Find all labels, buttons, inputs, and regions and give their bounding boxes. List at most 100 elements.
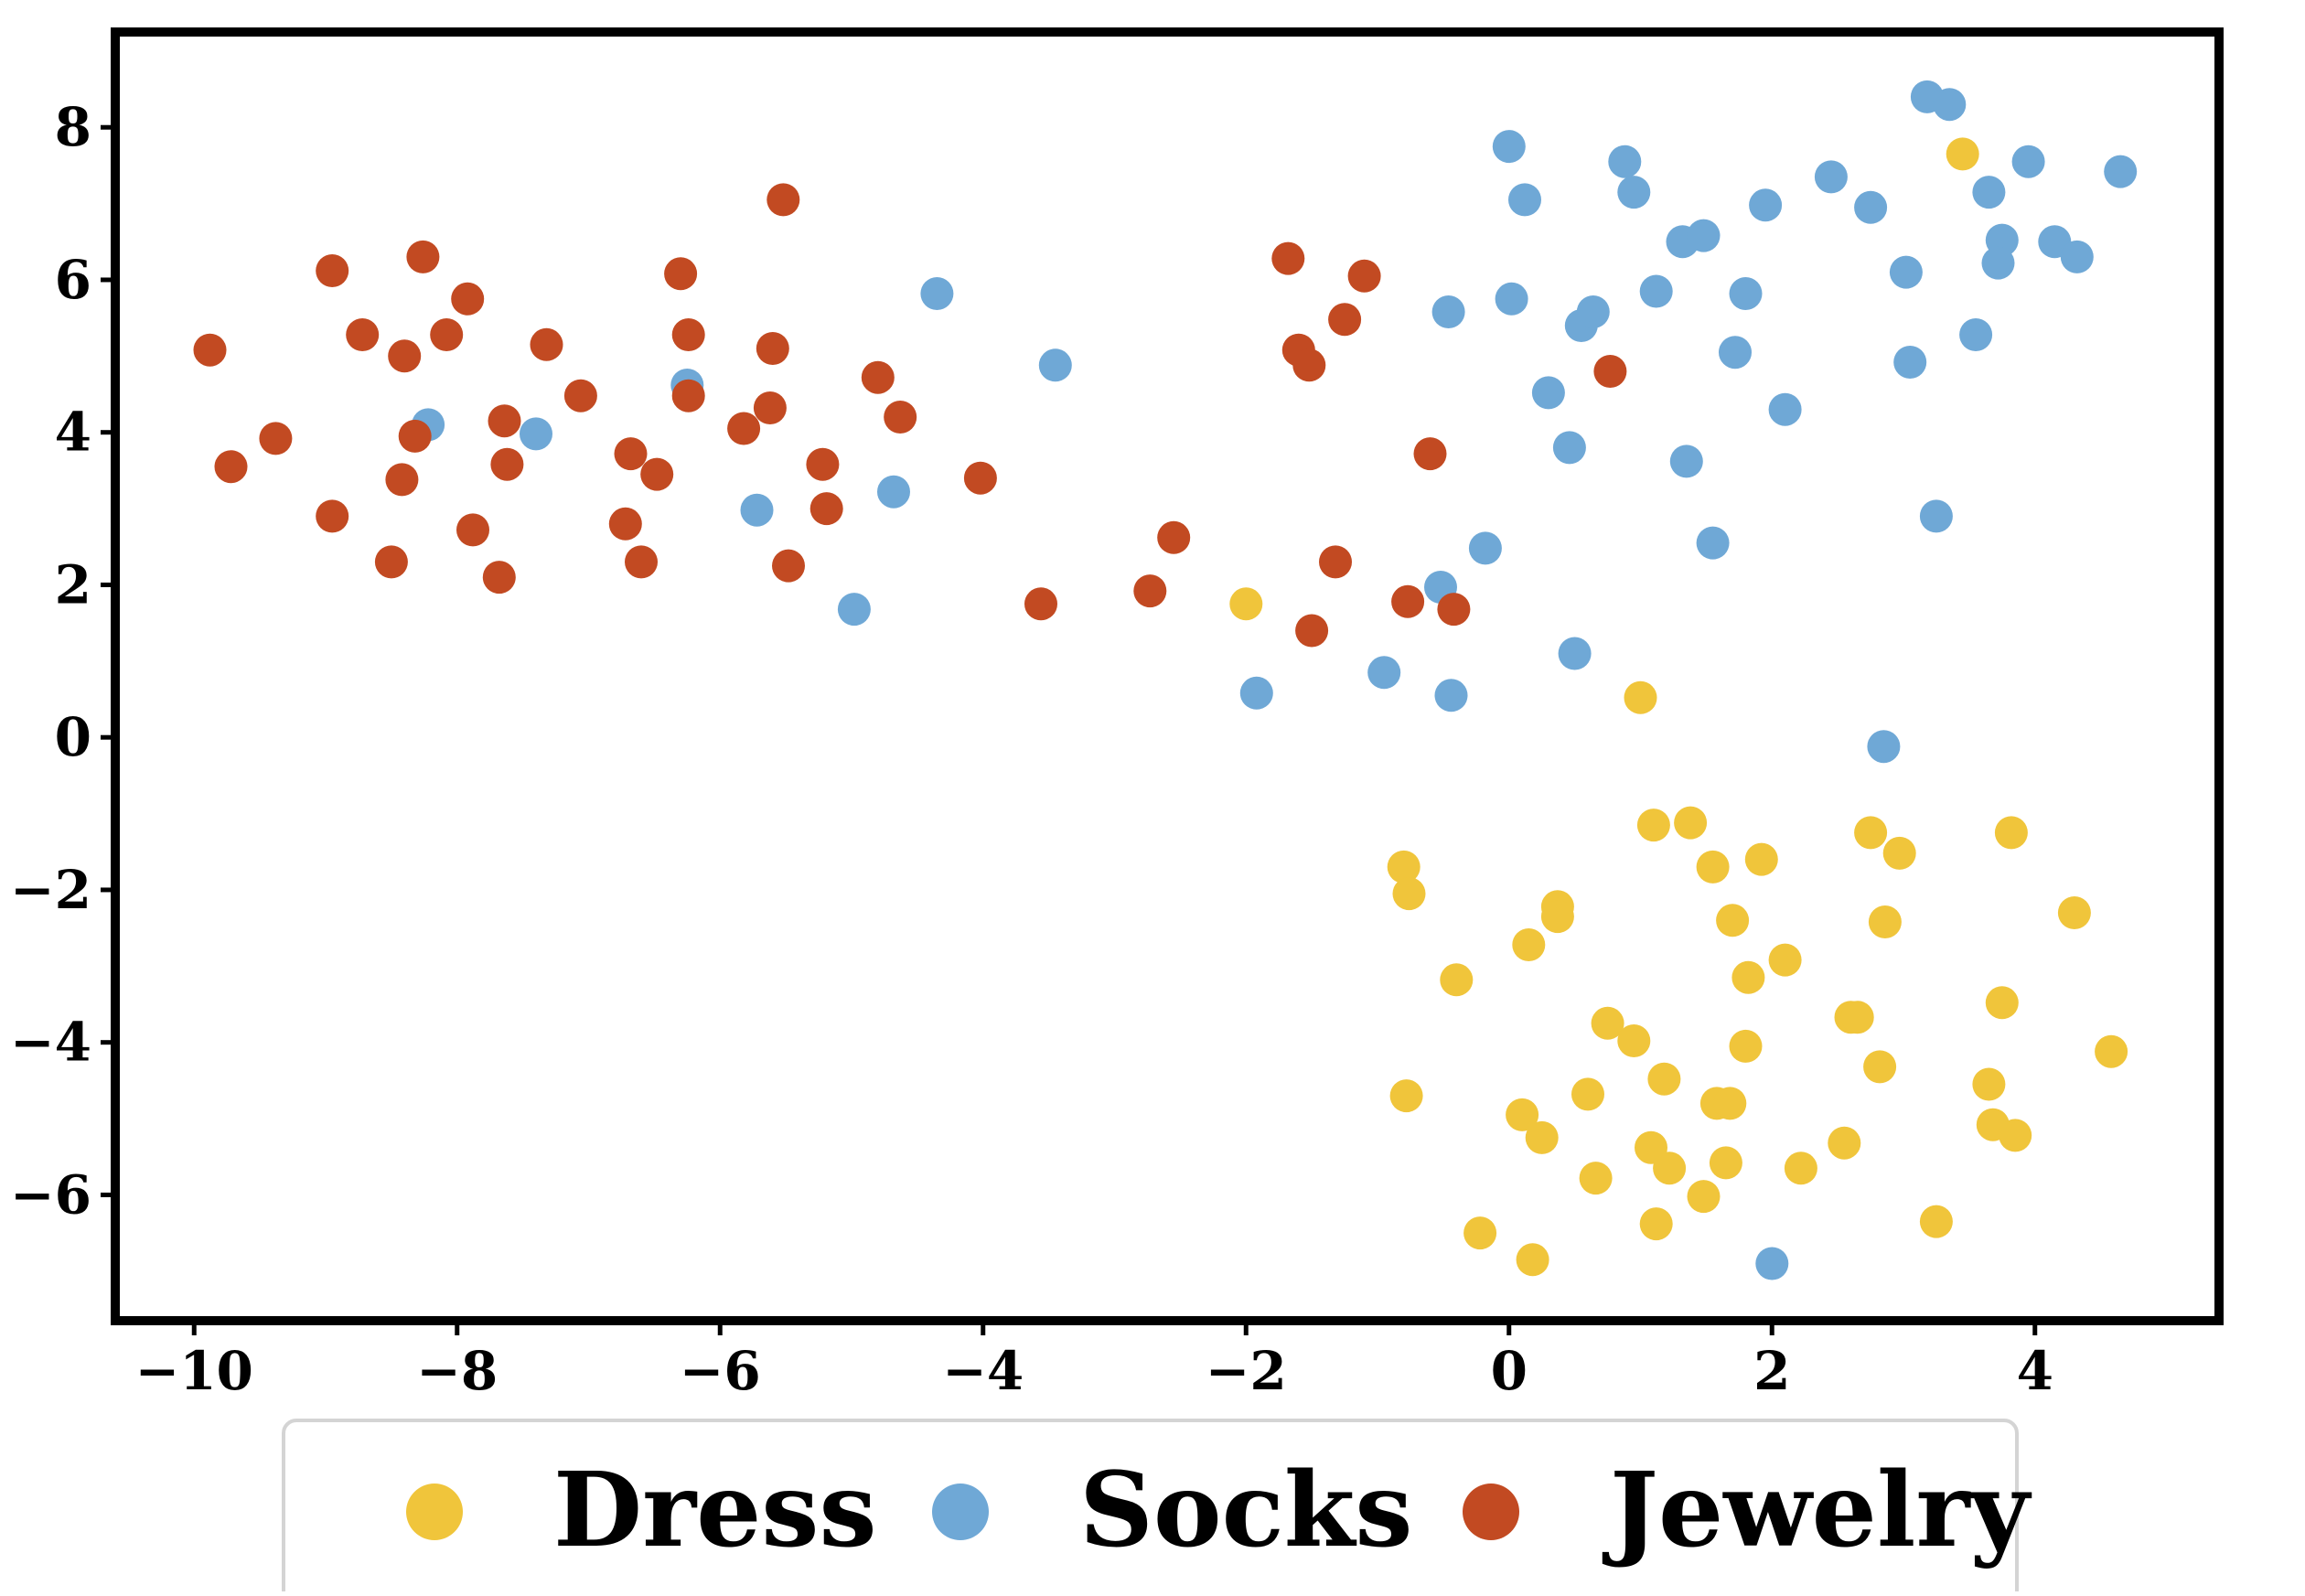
y-tick-label: 2 <box>55 553 91 616</box>
point-socks-27 <box>1959 318 1993 351</box>
legend-marker-jewelry <box>1463 1484 1519 1540</box>
point-socks-19 <box>1431 295 1465 328</box>
point-socks-37 <box>1367 656 1401 690</box>
point-jewelry-15 <box>488 404 521 438</box>
point-jewelry-48 <box>1413 437 1447 471</box>
point-socks-26 <box>1893 346 1927 379</box>
point-socks-22 <box>1576 295 1610 328</box>
point-socks-48 <box>877 475 910 509</box>
point-dress-13 <box>1540 900 1574 934</box>
point-dress-10 <box>1882 836 1916 870</box>
point-jewelry-17 <box>530 327 563 361</box>
y-tick-label: −4 <box>10 1012 91 1074</box>
point-jewelry-42 <box>1328 303 1362 337</box>
point-dress-34 <box>1972 1067 2006 1101</box>
point-dress-9 <box>1744 842 1778 876</box>
point-socks-14 <box>1889 255 1923 289</box>
legend-label-socks: Socks <box>1079 1451 1412 1570</box>
point-jewelry-16 <box>490 447 524 481</box>
point-dress-28 <box>1863 1050 1897 1084</box>
point-jewelry-47 <box>1437 593 1471 627</box>
point-dress-8 <box>1696 850 1730 884</box>
point-dress-36 <box>1525 1120 1559 1154</box>
point-socks-33 <box>1919 499 1953 533</box>
point-dress-17 <box>1512 928 1546 961</box>
point-jewelry-14 <box>482 561 516 594</box>
point-dress-20 <box>1731 960 1765 994</box>
point-socks-41 <box>1755 1247 1789 1280</box>
point-dress-0 <box>1946 137 1979 171</box>
point-socks-34 <box>1468 531 1502 565</box>
point-dress-44 <box>1828 1126 1861 1160</box>
point-socks-30 <box>1552 431 1586 465</box>
point-jewelry-43 <box>1347 259 1381 293</box>
point-dress-7 <box>1387 850 1421 884</box>
point-jewelry-0 <box>193 333 227 367</box>
point-dress-4 <box>1674 806 1708 840</box>
point-socks-13 <box>1687 219 1721 252</box>
point-socks-9 <box>1972 176 2006 209</box>
point-jewelry-45 <box>1295 614 1329 648</box>
point-jewelry-30 <box>772 549 805 583</box>
x-tick-label: 4 <box>2017 1340 2053 1402</box>
point-dress-29 <box>2095 1034 2128 1068</box>
point-socks-25 <box>1719 336 1752 370</box>
point-jewelry-1 <box>214 450 248 484</box>
point-socks-24 <box>1729 277 1763 310</box>
point-dress-6 <box>1994 816 2028 850</box>
point-socks-6 <box>1854 190 1888 224</box>
point-socks-18 <box>2060 240 2094 273</box>
point-jewelry-25 <box>671 379 705 412</box>
point-dress-23 <box>1729 1029 1763 1063</box>
points-layer <box>193 80 2138 1280</box>
point-jewelry-9 <box>398 419 432 453</box>
point-jewelry-12 <box>451 282 485 316</box>
point-dress-16 <box>2057 896 2091 929</box>
point-jewelry-35 <box>963 461 997 495</box>
point-jewelry-36 <box>1024 587 1057 621</box>
point-socks-8 <box>1933 88 1967 122</box>
point-dress-25 <box>1840 1001 1874 1034</box>
point-dress-41 <box>1709 1146 1742 1180</box>
point-jewelry-5 <box>346 318 380 351</box>
point-jewelry-21 <box>625 545 658 579</box>
point-socks-36 <box>1558 637 1592 670</box>
point-socks-16 <box>1981 246 2015 280</box>
point-jewelry-27 <box>753 391 787 424</box>
point-socks-0 <box>1492 130 1526 164</box>
x-tick-label: 2 <box>1753 1340 1790 1402</box>
point-jewelry-32 <box>809 492 843 526</box>
point-dress-40 <box>1653 1151 1687 1185</box>
legend-item-socks: Socks <box>932 1451 1412 1570</box>
point-dress-18 <box>1768 943 1802 977</box>
y-tick-label: 4 <box>55 402 91 464</box>
point-dress-27 <box>1647 1062 1681 1096</box>
point-jewelry-38 <box>1157 520 1191 554</box>
point-jewelry-29 <box>767 183 800 217</box>
point-jewelry-6 <box>374 545 408 579</box>
point-jewelry-24 <box>671 318 705 351</box>
point-dress-5 <box>1854 816 1888 850</box>
legend: Dress Socks Jewelry <box>282 1419 2032 1596</box>
point-socks-20 <box>1495 282 1528 316</box>
point-jewelry-33 <box>861 360 895 394</box>
point-jewelry-7 <box>385 463 419 497</box>
point-jewelry-4 <box>316 499 349 533</box>
point-socks-40 <box>1867 730 1901 764</box>
point-dress-21 <box>1591 1006 1624 1040</box>
point-dress-47 <box>1919 1205 1953 1238</box>
point-socks-28 <box>1531 376 1565 410</box>
point-socks-1 <box>1508 183 1541 217</box>
point-jewelry-18 <box>563 379 597 412</box>
point-dress-35 <box>1506 1098 1539 1131</box>
point-dress-3 <box>1636 809 1670 842</box>
point-jewelry-39 <box>1271 241 1305 275</box>
point-jewelry-28 <box>756 332 789 365</box>
point-dress-49 <box>1516 1243 1549 1277</box>
series-dress <box>1229 137 2128 1277</box>
point-dress-45 <box>1687 1180 1721 1214</box>
point-jewelry-26 <box>727 412 761 445</box>
point-dress-14 <box>1716 904 1750 937</box>
point-dress-22 <box>1617 1024 1651 1057</box>
point-jewelry-41 <box>1292 348 1326 382</box>
